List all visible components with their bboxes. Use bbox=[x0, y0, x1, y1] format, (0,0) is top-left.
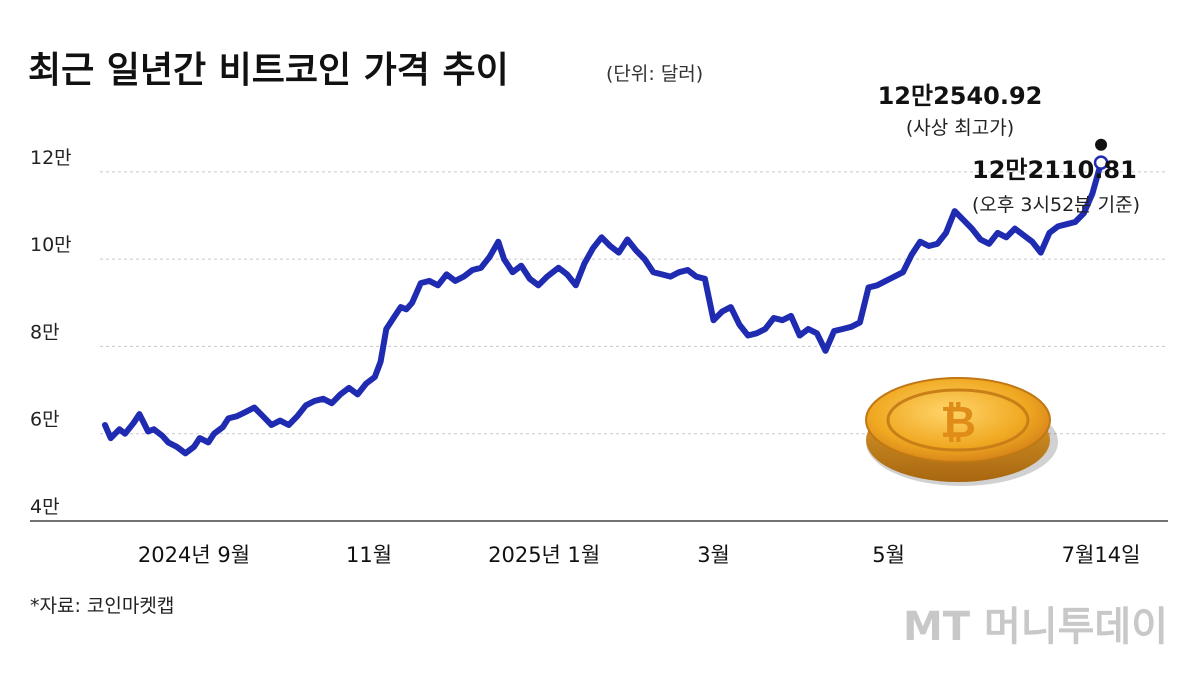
ath-value-label: 12만2540.92 bbox=[878, 82, 1043, 110]
current-value-label: 12만2110.81 bbox=[972, 156, 1137, 184]
y-axis: 12만 10만 8만 6만 4만 bbox=[30, 147, 72, 518]
x-tick-label: 2025년 1월 bbox=[488, 543, 600, 567]
x-tick-label: 7월14일 bbox=[1062, 543, 1141, 567]
source-note: *자료: 코인마켓캡 bbox=[30, 595, 174, 617]
x-tick-label: 2024년 9월 bbox=[138, 543, 250, 567]
y-tick-label: 6만 bbox=[30, 409, 60, 431]
current-caption-label: (오후 3시52분 기준) bbox=[972, 194, 1140, 216]
all-time-high-marker bbox=[1095, 138, 1108, 151]
x-tick-label: 11월 bbox=[346, 543, 392, 567]
y-tick-label: 4만 bbox=[30, 496, 60, 518]
bitcoin-coin-icon: ₿ bbox=[865, 377, 1058, 486]
x-tick-label: 3월 bbox=[697, 543, 730, 567]
x-axis: 2024년 9월 11월 2025년 1월 3월 5월 7월14일 bbox=[138, 543, 1140, 567]
svg-text:₿: ₿ bbox=[940, 397, 976, 448]
current-price-marker bbox=[1093, 155, 1109, 170]
watermark-logo: MT 머니투데이 bbox=[903, 604, 1168, 650]
unit-note: (단위: 달러) bbox=[606, 63, 703, 85]
y-tick-label: 10만 bbox=[30, 234, 72, 256]
ath-caption-label: (사상 최고가) bbox=[906, 117, 1014, 139]
chart-title: 최근 일년간 비트코인 가격 추이 bbox=[28, 50, 509, 91]
x-tick-label: 5월 bbox=[872, 543, 905, 567]
y-tick-label: 12만 bbox=[30, 147, 72, 169]
price-line-series bbox=[102, 159, 1105, 457]
y-tick-label: 8만 bbox=[30, 321, 60, 343]
